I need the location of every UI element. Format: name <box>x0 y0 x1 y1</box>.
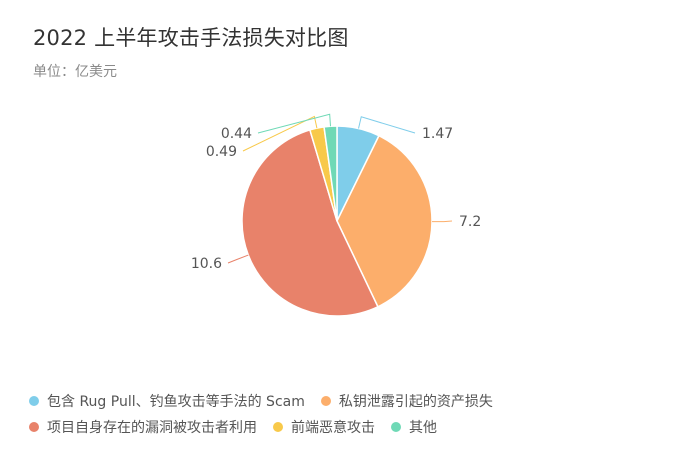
chart-legend: 包含 Rug Pull、钓鱼攻击等手法的 Scam 私钥泄露引起的资产损失 项目… <box>29 388 649 440</box>
data-label-other: 0.44 <box>221 126 252 142</box>
legend-label-vulnerability: 项目自身存在的漏洞被攻击者利用 <box>47 420 257 436</box>
data-label-frontend: 0.49 <box>206 144 237 160</box>
leader-line-scam <box>358 116 416 134</box>
legend-item-frontend[interactable]: 前端恶意攻击 <box>273 417 375 437</box>
leader-line-frontend <box>242 115 318 152</box>
chart-title: 2022 上半年攻击手法损失对比图 <box>33 26 349 50</box>
legend-swatch-vulnerability <box>29 422 39 432</box>
leader-line-private-key <box>431 220 453 223</box>
legend-swatch-other <box>391 422 401 432</box>
data-label-scam: 1.47 <box>422 126 453 142</box>
legend-item-vulnerability[interactable]: 项目自身存在的漏洞被攻击者利用 <box>29 417 257 437</box>
legend-label-other: 其他 <box>409 420 437 436</box>
chart-unit-subtitle: 单位：亿美元 <box>33 64 117 80</box>
data-label-vulnerability: 10.6 <box>191 256 222 272</box>
legend-label-scam: 包含 Rug Pull、钓鱼攻击等手法的 Scam <box>47 394 305 410</box>
data-label-private-key: 7.2 <box>459 214 481 230</box>
legend-swatch-private-key <box>320 396 331 406</box>
legend-item-other[interactable]: 其他 <box>391 417 437 437</box>
legend-swatch-frontend <box>273 422 283 432</box>
legend-item-private-key[interactable]: 私钥泄露引起的资产损失 <box>320 391 493 411</box>
pie-slice-vulnerability[interactable] <box>241 129 379 317</box>
leader-line-other <box>257 113 332 134</box>
legend-swatch-scam <box>29 396 39 406</box>
legend-item-scam[interactable]: 包含 Rug Pull、钓鱼攻击等手法的 Scam <box>29 391 305 411</box>
legend-label-private-key: 私钥泄露引起的资产损失 <box>338 394 493 410</box>
pie-chart: 1.47 7.2 10.6 0.49 0.44 <box>191 113 481 317</box>
legend-label-frontend: 前端恶意攻击 <box>291 420 375 436</box>
pie-slice-private-key[interactable] <box>336 134 433 308</box>
leader-line-vulnerability <box>227 254 249 264</box>
